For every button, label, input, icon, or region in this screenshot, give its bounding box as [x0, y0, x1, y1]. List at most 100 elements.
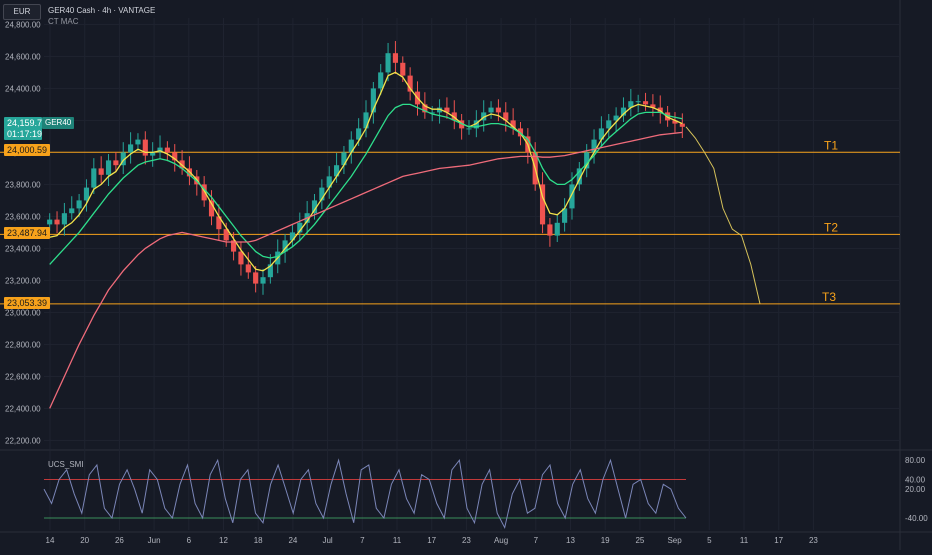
candle-body	[613, 115, 619, 121]
candle-body	[245, 264, 251, 273]
candle-body	[157, 147, 163, 153]
candle-body	[473, 120, 479, 129]
time-tick-label: Jun	[148, 536, 161, 545]
candle-body	[628, 101, 634, 108]
candle-body	[91, 168, 97, 188]
chart-title: GER40 Cash · 4h · VANTAGE	[48, 6, 156, 15]
candle-body	[635, 101, 641, 103]
candle-body	[164, 147, 170, 153]
candle-body	[598, 128, 604, 140]
time-tick-label: 13	[566, 536, 575, 545]
fast-ma-line	[49, 71, 683, 272]
candle-body	[253, 272, 259, 284]
time-tick-label: 5	[707, 536, 712, 545]
time-tick-label: 25	[635, 536, 644, 545]
candle-body	[297, 222, 303, 233]
candle-body	[201, 184, 207, 201]
price-tick-label: 24,800.00	[5, 20, 41, 29]
candle-body	[231, 240, 237, 252]
candle-body	[444, 107, 450, 113]
candle-body	[562, 208, 568, 223]
price-tick-label: 23,400.00	[5, 244, 41, 253]
candle-body	[620, 107, 627, 116]
candle-body	[400, 62, 406, 76]
price-tick-label: 23,000.00	[5, 308, 41, 317]
price-tick-label: 23,600.00	[5, 212, 41, 221]
candle-body	[69, 208, 75, 214]
candle-body	[569, 184, 575, 209]
candle-body	[650, 104, 656, 108]
price-tick-label: 22,200.00	[5, 436, 41, 445]
candle-body	[267, 264, 273, 278]
time-tick-label: 7	[360, 536, 365, 545]
candle-body	[407, 75, 413, 92]
level-tag-t2: 23,487.94	[4, 227, 51, 239]
currency-box[interactable]: EUR	[3, 4, 41, 20]
time-tick-label: 6	[187, 536, 192, 545]
candle-body	[466, 128, 472, 130]
price-tick-label: 24,600.00	[5, 52, 41, 61]
candle-body	[47, 219, 53, 225]
target-level-label: T3	[822, 290, 836, 304]
candle-body	[311, 200, 318, 214]
candle-body	[503, 112, 509, 121]
candle-body	[282, 240, 288, 252]
time-tick-label: 17	[427, 536, 436, 545]
candle-body	[150, 152, 156, 156]
time-tick-label: 17	[774, 536, 783, 545]
candle-body	[223, 229, 229, 241]
candle-body	[356, 128, 362, 140]
time-tick-label: 23	[462, 536, 471, 545]
candle-body	[370, 88, 376, 113]
candle-body	[319, 187, 325, 201]
candle-body	[510, 120, 516, 129]
candle-body	[422, 104, 428, 113]
candle-body	[54, 219, 60, 225]
candle-body	[488, 107, 494, 113]
candle-body	[606, 120, 612, 129]
candle-body	[135, 139, 141, 145]
candle-body	[436, 107, 443, 113]
target-level-label: T1	[824, 138, 838, 152]
time-tick-label: Sep	[667, 536, 682, 545]
time-tick-label: 20	[80, 536, 89, 545]
oscillator-tick-label: -40.00	[905, 514, 928, 523]
candle-body	[584, 152, 590, 169]
candle-body	[392, 53, 398, 63]
candle-body	[289, 232, 296, 241]
candle-body	[260, 277, 266, 284]
candle-body	[591, 139, 597, 153]
candle-body	[334, 165, 340, 177]
candle-body	[679, 123, 685, 127]
candle-body	[98, 168, 104, 175]
mid-ma-line	[49, 103, 683, 265]
candle-body	[105, 160, 112, 175]
slow-ma-line	[49, 131, 683, 409]
level-tag-t1: 24,000.59	[4, 144, 51, 156]
projection-path	[685, 126, 761, 305]
time-tick-label: 26	[115, 536, 124, 545]
candle-body	[326, 176, 332, 188]
candle-body	[142, 139, 148, 156]
oscillator-name: UCS_SMI	[48, 460, 84, 469]
oscillator-tick-label: 20.00	[905, 485, 926, 494]
candle-body	[429, 112, 435, 114]
time-tick-label: 23	[809, 536, 818, 545]
candle-body	[172, 152, 178, 161]
time-tick-label: 14	[46, 536, 55, 545]
candle-body	[657, 107, 663, 113]
time-tick-label: Jul	[322, 536, 332, 545]
time-tick-label: 12	[219, 536, 228, 545]
time-tick-label: Aug	[494, 536, 508, 545]
time-tick-label: 19	[601, 536, 610, 545]
level-tag-t3: 23,053.39	[4, 297, 51, 309]
indicator-label: CT MAC	[48, 17, 79, 26]
candle-body	[120, 152, 126, 166]
price-tick-label: 22,400.00	[5, 404, 41, 413]
price-tag: 24,159.71	[4, 117, 47, 129]
candle-body	[495, 107, 501, 113]
time-tick-label: 24	[288, 536, 297, 545]
symbol-tag: GER40	[42, 117, 75, 129]
candle-body	[451, 112, 457, 121]
